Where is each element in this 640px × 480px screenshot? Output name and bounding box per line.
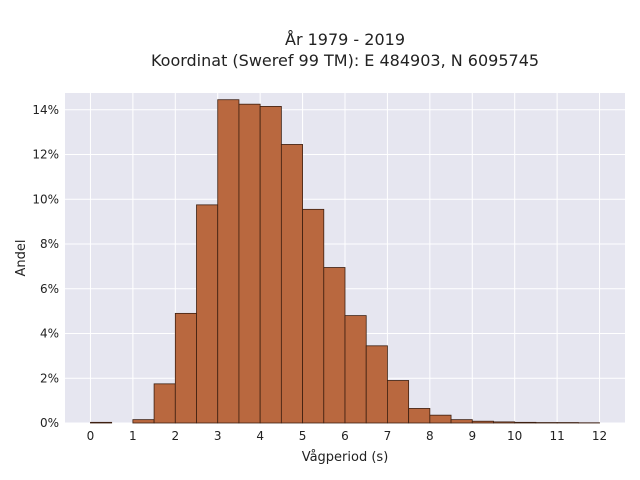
y-tick-label: 8% [40,237,59,251]
x-tick-label: 11 [549,429,564,443]
histogram-bars [90,99,600,424]
histogram-bar [174,312,197,424]
x-axis-ticks: 0 1 2 3 4 5 6 7 8 9 10 11 12 [87,429,608,443]
y-tick-label: 4% [40,327,59,341]
x-tick-label: 8 [426,429,434,443]
x-tick-label: 1 [129,429,137,443]
x-tick-label: 7 [384,429,392,443]
histogram-bar [323,267,346,424]
histogram-bar [196,204,219,424]
y-tick-label: 6% [40,282,59,296]
x-tick-label: 12 [592,429,607,443]
x-tick-label: 10 [507,429,522,443]
histogram-bar [259,106,282,424]
histogram-bar [153,383,176,424]
chart-title-line-2: Koordinat (Sweref 99 TM): E 484903, N 60… [151,51,539,70]
x-tick-label: 6 [341,429,349,443]
histogram-bar [493,421,516,424]
histogram-bar [217,99,240,424]
x-tick-label: 3 [214,429,222,443]
x-tick-label: 5 [299,429,307,443]
y-tick-label: 2% [40,371,59,385]
x-tick-label: 0 [87,429,95,443]
histogram-bar [302,208,325,424]
y-tick-label: 14% [32,103,59,117]
histogram-bar [429,414,452,424]
y-tick-label: 0% [40,416,59,430]
y-tick-label: 12% [32,148,59,162]
histogram-bar [365,345,388,424]
y-tick-label: 10% [32,192,59,206]
chart-title-line-1: År 1979 - 2019 [285,30,405,49]
histogram-bar [90,421,113,424]
histogram-bar [238,103,261,424]
y-axis-ticks: 0% 2% 4% 6% 8% 10% 12% 14% [32,103,59,430]
histogram-bar [280,144,303,424]
histogram-bar [344,315,367,424]
x-axis-label: Vågperiod (s) [302,450,389,465]
x-tick-label: 4 [256,429,264,443]
histogram-bar [450,419,473,424]
histogram-bar [387,380,410,424]
x-tick-label: 9 [468,429,476,443]
histogram-bar [514,421,537,424]
x-tick-label: 2 [171,429,179,443]
y-axis-label: Andel [14,240,29,277]
histogram-bar [132,419,155,424]
histogram-bar [471,420,494,424]
histogram-bar [408,408,431,424]
